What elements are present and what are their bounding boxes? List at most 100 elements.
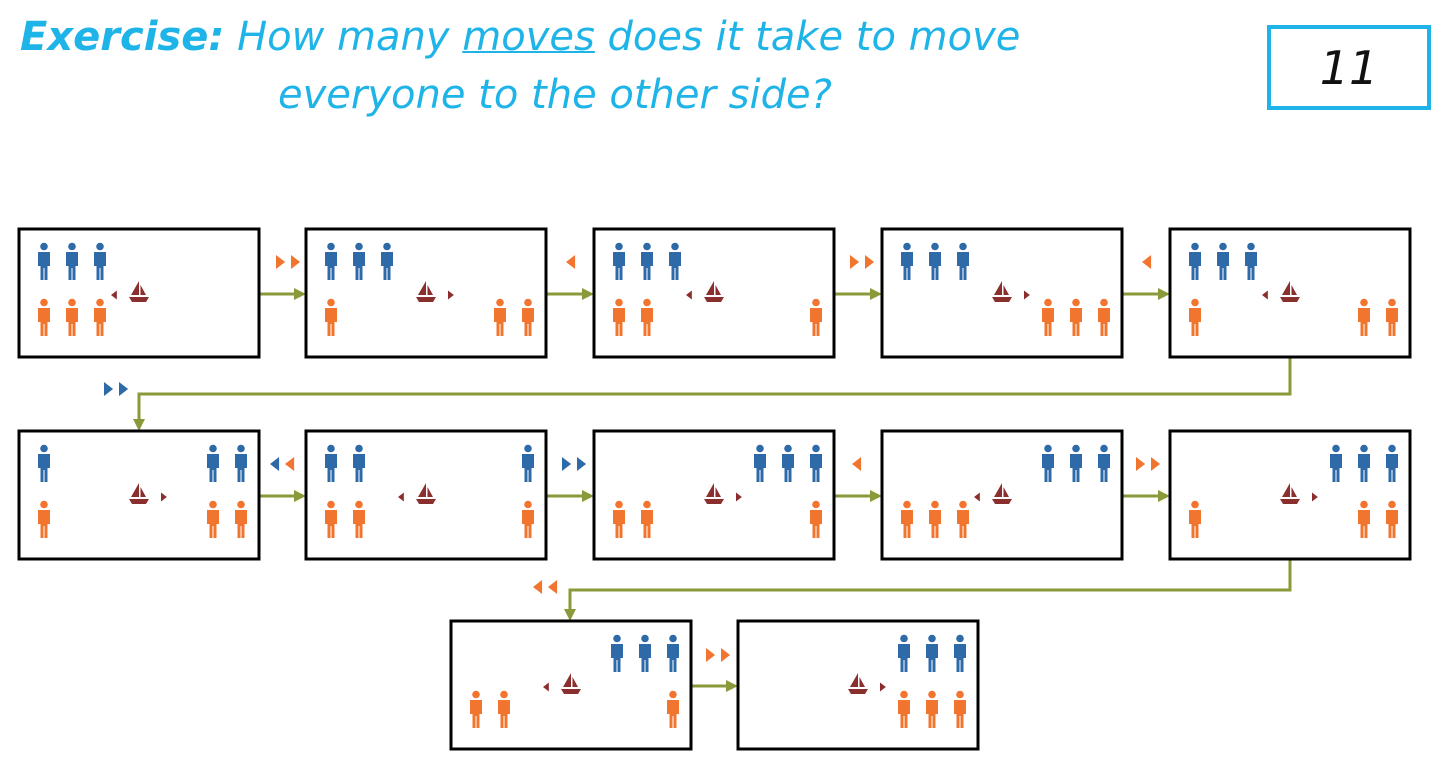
boat-direction-icon: [398, 492, 404, 502]
boat-direction-icon: [448, 290, 454, 300]
orange-person: [926, 690, 938, 728]
boat-direction-icon: [686, 290, 692, 300]
boat-icon: [704, 281, 724, 302]
move-passenger-icon: [285, 457, 295, 471]
move-passenger-icon: [291, 255, 301, 269]
blue-person: [94, 242, 106, 280]
connector-arrowhead: [582, 490, 594, 502]
move-indicator: [852, 457, 862, 471]
boat-icon: [992, 281, 1012, 302]
orange-person: [494, 298, 506, 336]
orange-person: [954, 690, 966, 728]
state-box: [304, 429, 548, 561]
blue-person: [325, 444, 337, 482]
orange-person: [38, 500, 50, 538]
boat-direction-icon: [880, 682, 886, 692]
move-indicator: [270, 457, 295, 471]
blue-person: [381, 242, 393, 280]
boat-icon: [992, 483, 1012, 504]
move-passenger-icon: [119, 382, 129, 396]
move-indicator: [104, 382, 129, 396]
answer-value: 11: [1319, 40, 1379, 95]
move-passenger-icon: [721, 648, 731, 662]
blue-person: [1042, 444, 1054, 482]
blue-person: [1330, 444, 1342, 482]
boat-direction-icon: [1312, 492, 1318, 502]
move-passenger-icon: [276, 255, 286, 269]
move-passenger-icon: [270, 457, 280, 471]
blue-person: [38, 444, 50, 482]
blue-person: [1070, 444, 1082, 482]
blue-person: [926, 634, 938, 672]
boat-direction-icon: [1024, 290, 1030, 300]
orange-person: [641, 298, 653, 336]
connector-arrowhead: [1158, 490, 1170, 502]
question-part2: does it take to move: [594, 14, 1021, 60]
move-indicator: [1136, 457, 1161, 471]
move-indicator: [276, 255, 301, 269]
orange-person: [810, 500, 822, 538]
connector-arrowhead: [582, 288, 594, 300]
blue-person: [754, 444, 766, 482]
blue-person: [38, 242, 50, 280]
state-box: [449, 619, 693, 751]
blue-person: [1358, 444, 1370, 482]
blue-person: [1386, 444, 1398, 482]
orange-person: [929, 500, 941, 538]
blue-person: [353, 242, 365, 280]
state-box: [592, 429, 836, 561]
move-indicator: [533, 580, 558, 594]
orange-person: [1098, 298, 1110, 336]
state-box: [17, 227, 261, 359]
orange-person: [1386, 298, 1398, 336]
move-indicator: [1142, 255, 1152, 269]
move-passenger-icon: [104, 382, 114, 396]
move-passenger-icon: [548, 580, 558, 594]
orange-person: [38, 298, 50, 336]
orange-person: [1386, 500, 1398, 538]
question-emphasis: moves: [462, 14, 595, 60]
orange-person: [1358, 298, 1370, 336]
orange-person: [498, 690, 510, 728]
blue-person: [1189, 242, 1201, 280]
boat-icon: [416, 483, 436, 504]
blue-person: [898, 634, 910, 672]
blue-person: [639, 634, 651, 672]
connector-arrow: [137, 357, 1292, 419]
connector-arrowhead: [564, 609, 576, 621]
blue-person: [235, 444, 247, 482]
orange-person: [94, 298, 106, 336]
move-passenger-icon: [562, 457, 572, 471]
move-passenger-icon: [865, 255, 875, 269]
blue-person: [1217, 242, 1229, 280]
connector-arrowhead: [294, 490, 306, 502]
boat-direction-icon: [161, 492, 167, 502]
orange-person: [522, 298, 534, 336]
move-passenger-icon: [1142, 255, 1152, 269]
move-passenger-icon: [1151, 457, 1161, 471]
state-box: [304, 227, 548, 359]
blue-person: [613, 242, 625, 280]
orange-person: [325, 500, 337, 538]
move-passenger-icon: [852, 457, 862, 471]
orange-person: [667, 690, 679, 728]
blue-person: [669, 242, 681, 280]
orange-person: [325, 298, 337, 336]
move-passenger-icon: [533, 580, 543, 594]
blue-person: [957, 242, 969, 280]
boat-icon: [129, 281, 149, 302]
orange-person: [1189, 298, 1201, 336]
connector-arrowhead: [133, 419, 145, 431]
connector-arrowhead: [870, 490, 882, 502]
orange-person: [522, 500, 534, 538]
blue-person: [66, 242, 78, 280]
boat-icon: [1280, 483, 1300, 504]
orange-person: [235, 500, 247, 538]
move-indicator: [562, 457, 587, 471]
orange-person: [901, 500, 913, 538]
question-line2: everyone to the other side?: [278, 72, 832, 118]
orange-person: [1042, 298, 1054, 336]
orange-person: [470, 690, 482, 728]
move-passenger-icon: [706, 648, 716, 662]
